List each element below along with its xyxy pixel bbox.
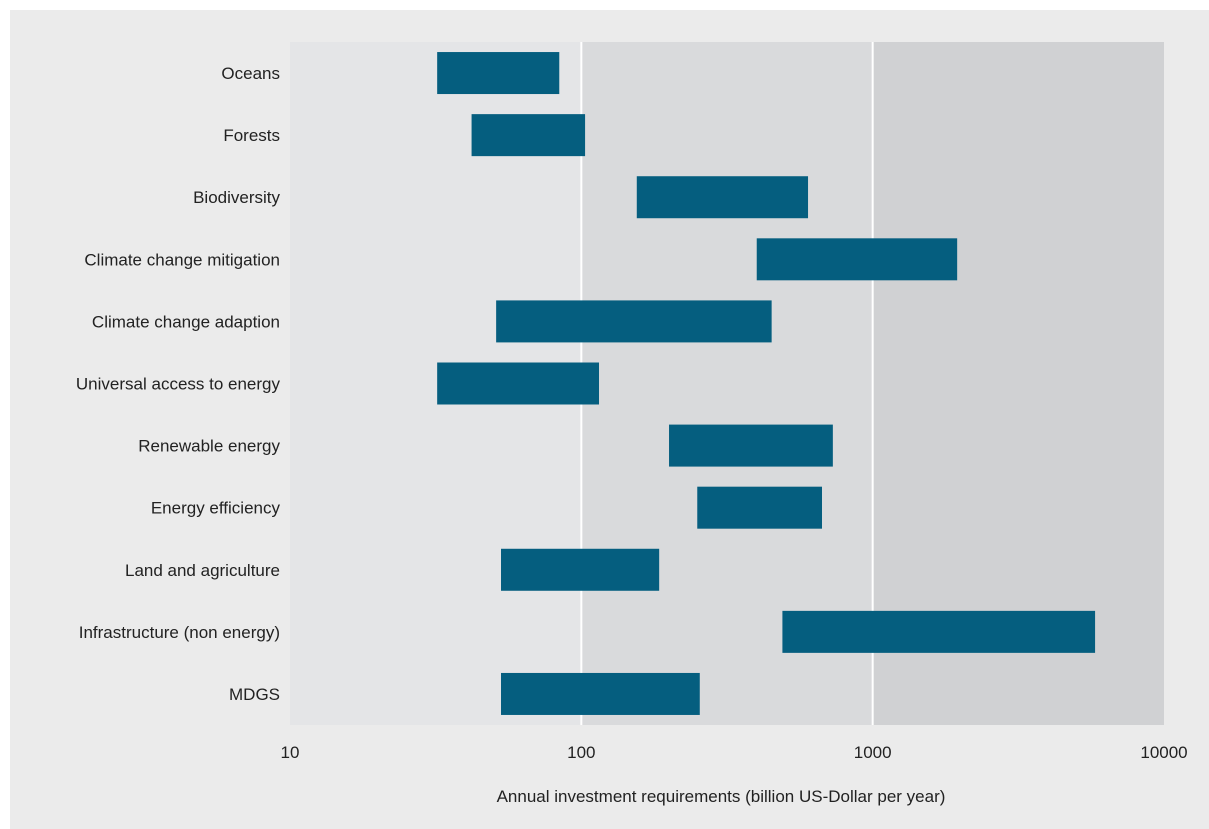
x-tick-label-100: 100 xyxy=(567,743,595,762)
range-bars xyxy=(437,52,1096,715)
x-tick-label-10: 10 xyxy=(281,743,300,762)
category-label-infrastructure-non-energy: Infrastructure (non energy) xyxy=(79,623,280,642)
category-label-energy-efficiency: Energy efficiency xyxy=(151,499,281,518)
bar-forests xyxy=(471,114,586,157)
bar-energy-efficiency xyxy=(697,486,822,529)
category-label-universal-access-to-energy: Universal access to energy xyxy=(76,375,281,394)
bar-climate-change-mitigation xyxy=(756,238,958,281)
bar-universal-access-to-energy xyxy=(437,362,600,405)
x-tick-labels: 10 100 1000 10000 xyxy=(281,743,1188,762)
category-label-mdgs: MDGS xyxy=(229,685,280,704)
bar-biodiversity xyxy=(636,176,809,219)
bar-infrastructure-non-energy xyxy=(782,610,1096,653)
category-label-renewable-energy: Renewable energy xyxy=(138,437,280,456)
category-label-forests: Forests xyxy=(223,126,280,145)
bar-oceans xyxy=(437,52,560,95)
bar-climate-change-adaption xyxy=(496,300,772,343)
category-label-land-and-agriculture: Land and agriculture xyxy=(125,561,280,580)
category-label-biodiversity: Biodiversity xyxy=(193,188,280,207)
category-label-climate-change-mitigation: Climate change mitigation xyxy=(84,250,280,269)
category-label-climate-change-adaption: Climate change adaption xyxy=(92,312,280,331)
bar-renewable-energy xyxy=(669,424,833,467)
x-axis-title: Annual investment requirements (billion … xyxy=(497,787,946,806)
category-label-oceans: Oceans xyxy=(221,64,280,83)
category-labels: Oceans Forests Biodiversity Climate change … xyxy=(76,64,281,704)
x-tick-label-10000: 10000 xyxy=(1140,743,1187,762)
range-bar-chart: Oceans Forests Biodiversity Climate change … xyxy=(76,42,1188,806)
bar-land-and-agriculture xyxy=(501,548,660,591)
chart-figure: Oceans Forests Biodiversity Climate change … xyxy=(10,10,1209,829)
x-tick-label-1000: 1000 xyxy=(854,743,892,762)
bar-mdgs xyxy=(501,672,700,715)
